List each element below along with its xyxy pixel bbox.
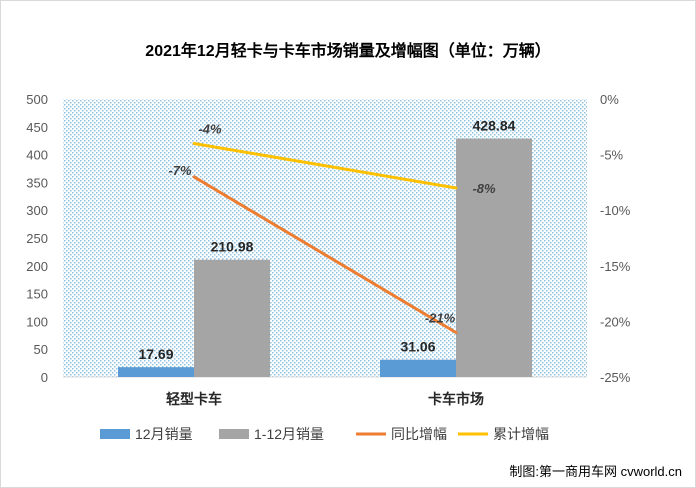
legend: 12月销量 1-12月销量 同比增幅 累计增幅 [100,426,549,442]
category-axis: 轻型卡车 卡车市场 [166,391,484,407]
left-tick-label: 500 [26,92,48,107]
right-tick-label: -25% [600,370,631,385]
category-label: 轻型卡车 [166,391,222,407]
left-tick-label: 300 [26,203,48,218]
right-axis: 0% -5% -10% -15% -20% -25% [600,92,631,385]
left-axis: 0 50 100 150 200 250 300 350 400 450 500 [26,92,48,385]
source-credit: 制图:第一商用车网 cvworld.cn [509,464,682,479]
right-tick-label: -15% [600,259,631,274]
bar-series [118,138,532,377]
left-tick-label: 350 [26,175,48,190]
legend-label: 12月销量 [135,426,193,442]
bar [194,259,270,377]
category-label: 卡车市场 [428,391,484,407]
left-tick-label: 400 [26,148,48,163]
right-tick-label: 0% [600,92,619,107]
legend-label: 同比增幅 [391,426,447,442]
left-tick-label: 250 [26,231,48,246]
legend-label: 1-12月销量 [254,426,324,442]
legend-swatch [219,429,249,439]
left-tick-label: 100 [26,314,48,329]
bar-value-label: 31.06 [400,339,435,355]
series-line [192,141,458,190]
series-line [192,175,458,335]
bar-value-label: 210.98 [211,239,254,255]
bar [118,367,194,377]
legend-label: 累计增幅 [493,426,549,442]
line-value-label: -7% [168,163,192,178]
bar-value-label: 17.69 [138,346,173,362]
bar [456,138,532,377]
right-tick-label: -10% [600,203,631,218]
right-tick-label: -5% [600,148,624,163]
left-tick-label: 200 [26,259,48,274]
right-tick-label: -20% [600,314,631,329]
left-tick-label: 150 [26,287,48,302]
line-series [192,141,458,335]
line-value-label: -8% [472,181,496,196]
left-tick-label: 0 [41,370,48,385]
bar-value-label: 428.84 [473,118,516,134]
left-tick-label: 50 [34,342,48,357]
legend-swatch [100,429,130,439]
bar [380,359,456,377]
line-value-label: -4% [198,121,222,136]
chart-title: 2021年12月轻卡与卡车市场销量及增幅图（单位：万辆） [145,41,550,60]
data-labels: 17.69 31.06 210.98 428.84 -7% -21% -4% -8% [138,118,515,363]
left-tick-label: 450 [26,120,48,135]
line-value-label: -21% [425,311,456,326]
